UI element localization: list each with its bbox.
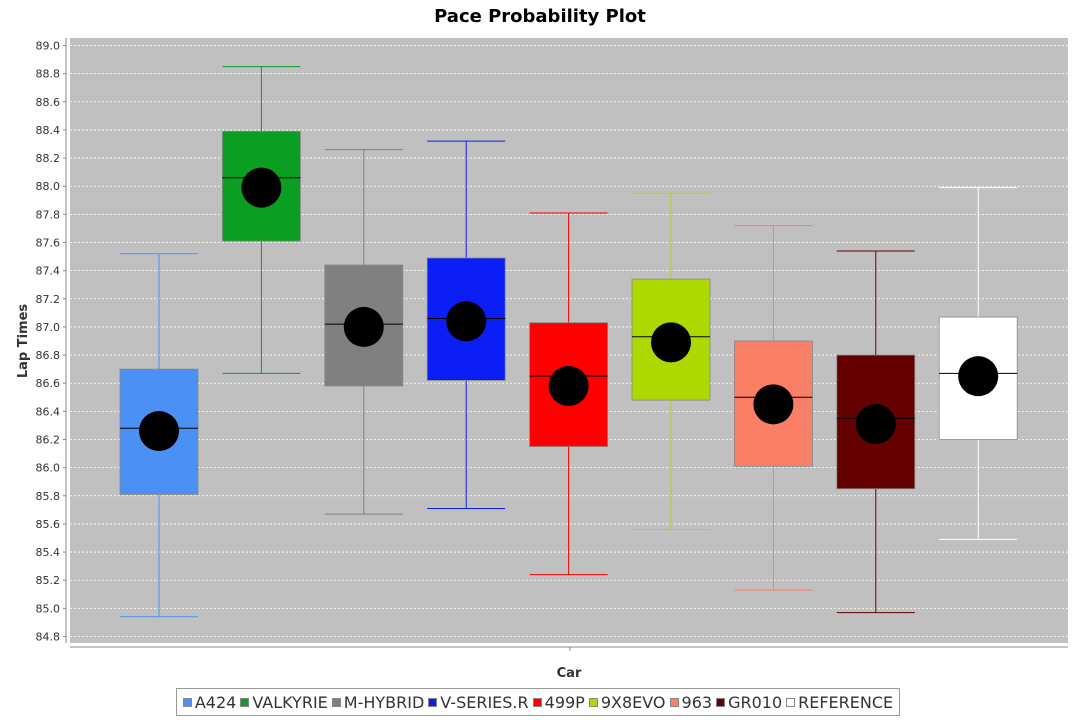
legend-label: V-SERIES.R — [440, 692, 529, 712]
legend-swatch — [182, 697, 192, 707]
box-963 — [734, 225, 813, 591]
y-tick-label: 88.4 — [36, 124, 61, 137]
legend: A424 VALKYRIE M-HYBRID V-SERIES.R 499P 9X8EVO… — [176, 688, 900, 716]
chart: Pace Probability Plot 84.8 85.0 85.2 85.4 85… — [16, 6, 1068, 681]
mean-marker — [855, 404, 896, 445]
legend-item: V-SERIES.R — [428, 692, 529, 712]
legend-label: 499P — [544, 692, 585, 712]
legend-swatch — [669, 697, 679, 707]
legend-item: A424 — [182, 692, 237, 712]
y-tick-label: 87.6 — [36, 237, 61, 250]
box-gr010 — [836, 250, 916, 614]
y-tick-label: 86.4 — [36, 405, 61, 418]
y-axis-label: Lap Times — [16, 304, 31, 379]
legend-swatch — [331, 697, 341, 707]
box-reference — [938, 187, 1018, 540]
y-axis: 84.8 85.0 85.2 85.4 85.6 85.8 86.0 86.2 86.4 86.6… — [36, 38, 67, 644]
legend-label: VALKYRIE — [252, 692, 328, 712]
legend-label: REFERENCE — [798, 692, 894, 712]
boxes-layer — [119, 66, 1018, 618]
legend-label: GR010 — [728, 692, 783, 712]
y-tick-label: 84.8 — [36, 631, 61, 644]
y-tick-label: 87.4 — [36, 265, 61, 278]
y-tick-label: 88.0 — [36, 180, 61, 193]
y-tick-label: 87.0 — [36, 321, 61, 334]
y-tick-label: 86.6 — [36, 377, 61, 390]
box-499p — [529, 212, 608, 576]
y-tick-label: 85.2 — [36, 574, 61, 587]
box-9x8evo — [631, 192, 711, 531]
y-tick-label: 87.8 — [36, 208, 61, 221]
box-valkyrie — [221, 66, 301, 374]
legend-item: 499P — [532, 692, 585, 712]
legend-label: A424 — [194, 692, 237, 712]
y-tick-label: 86.2 — [36, 434, 61, 447]
y-tick-label: 86.0 — [36, 462, 61, 475]
mean-marker — [343, 306, 384, 347]
legend-label: 9X8EVO — [600, 692, 666, 712]
legend-item: 963 — [669, 692, 713, 712]
y-tick-label: 89.0 — [36, 40, 61, 53]
mean-marker — [241, 167, 282, 208]
mean-marker — [446, 301, 487, 342]
legend-item: M-HYBRID — [331, 692, 425, 712]
box-v-series-r — [426, 140, 506, 509]
y-tick-label: 88.6 — [36, 96, 61, 109]
legend-label: M-HYBRID — [343, 692, 425, 712]
legend-item: GR010 — [716, 693, 782, 712]
y-tick-label: 88.2 — [36, 152, 61, 165]
box-m-hybrid — [324, 149, 404, 515]
mean-marker — [651, 322, 691, 363]
legend-swatch — [716, 697, 726, 707]
legend-swatch — [240, 697, 250, 707]
legend-swatch — [588, 697, 598, 707]
legend-item: 9X8EVO — [588, 692, 666, 712]
x-axis-label: Car — [557, 666, 582, 681]
y-tick-label: 86.8 — [36, 349, 61, 362]
y-tick-label: 85.8 — [36, 490, 61, 503]
y-tick-label: 85.4 — [36, 546, 61, 559]
mean-marker — [548, 366, 589, 407]
legend-swatch — [428, 697, 438, 707]
legend-swatch — [532, 697, 542, 707]
y-tick-label: 87.2 — [36, 293, 61, 306]
mean-marker — [753, 384, 794, 425]
legend-item: REFERENCE — [786, 693, 893, 712]
legend-swatch — [786, 697, 796, 707]
chart-title: Pace Probability Plot — [434, 6, 646, 27]
legend-label: 963 — [681, 692, 713, 712]
legend-item: VALKYRIE — [240, 692, 328, 712]
mean-marker — [139, 411, 179, 452]
y-tick-label: 85.0 — [36, 602, 61, 615]
y-tick-label: 88.8 — [36, 68, 61, 81]
mean-marker — [958, 356, 999, 397]
box-a424 — [119, 253, 199, 618]
y-tick-label: 85.6 — [36, 518, 61, 531]
